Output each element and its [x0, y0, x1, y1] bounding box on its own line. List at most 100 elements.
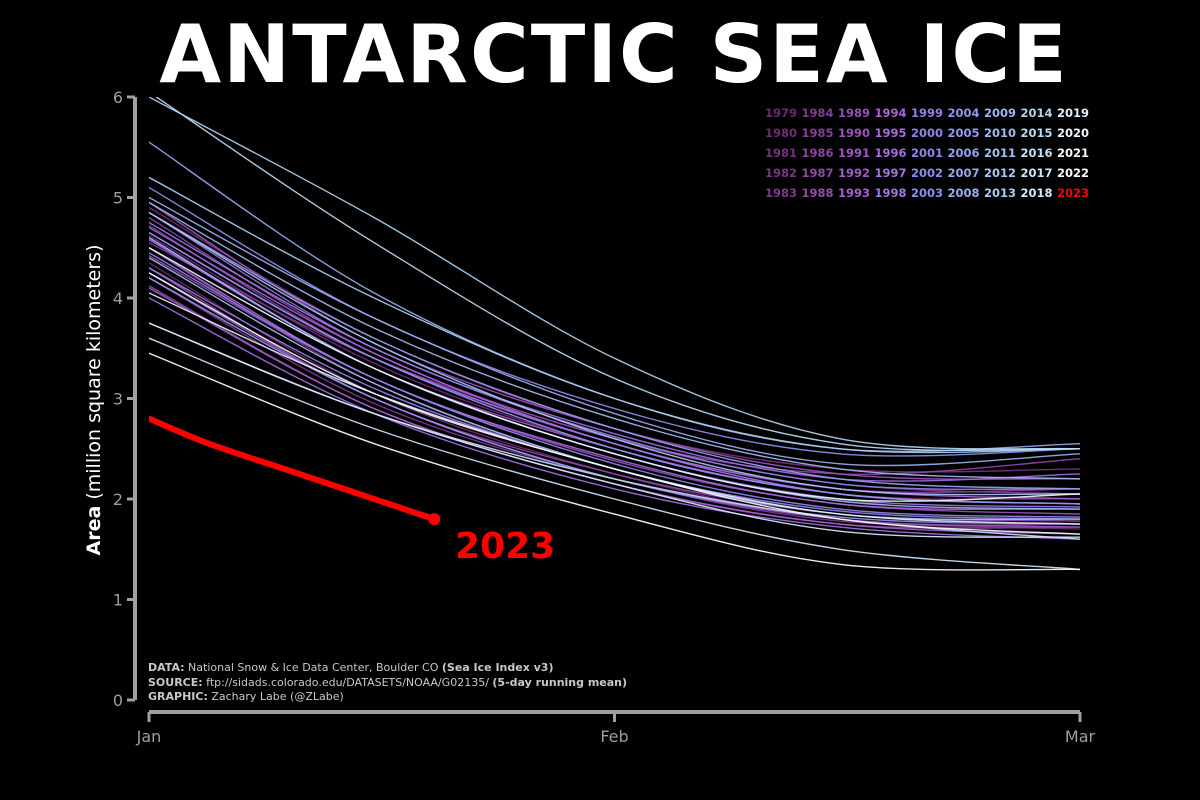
legend-year-1979: 1979	[765, 106, 797, 120]
legend-year-2011: 2011	[984, 146, 1016, 160]
y-tick-label-3: 3	[113, 390, 123, 409]
legend-year-1996: 1996	[875, 146, 907, 160]
series-line-1983	[149, 277, 1080, 526]
legend-year-1990: 1990	[838, 126, 870, 140]
chart-title: ANTARCTIC SEA ICE	[159, 8, 1069, 101]
source-source-text: ftp://sidads.colorado.edu/DATASETS/NOAA/…	[203, 676, 493, 689]
axes: 0 1 2 3 4 5 6 Jan Feb Mar	[113, 88, 1096, 746]
legend: 1979 1984 1989 1994 1999 2004 2009 2014 2019 1980…	[765, 106, 1089, 200]
legend-year-2021: 2021	[1057, 146, 1089, 160]
y-tick-label-4: 4	[113, 289, 123, 308]
series-line-2018	[149, 322, 1080, 538]
series-line-2010	[149, 201, 1080, 480]
series-endpoint-2023	[428, 513, 441, 526]
y-axis-label-rest: (million square kilometers)	[83, 245, 105, 506]
legend-year-1987: 1987	[802, 166, 834, 180]
legend-year-1994: 1994	[875, 106, 907, 120]
legend-year-2005: 2005	[948, 126, 980, 140]
legend-year-2014: 2014	[1021, 106, 1053, 120]
legend-year-1983: 1983	[765, 186, 797, 200]
source-line-data: DATA: National Snow & Ice Data Center, B…	[148, 661, 554, 674]
series-line-1990	[149, 201, 1080, 480]
legend-year-1982: 1982	[765, 166, 797, 180]
legend-year-2007: 2007	[948, 166, 980, 180]
series-line-2014	[149, 97, 1080, 450]
series-line-2017	[149, 337, 1080, 571]
legend-year-2018: 2018	[1021, 186, 1053, 200]
series-line-1989	[149, 255, 1080, 515]
legend-year-1999: 1999	[911, 106, 943, 120]
legend-year-2001: 2001	[911, 146, 943, 160]
legend-year-1981: 1981	[765, 146, 797, 160]
legend-year-2008: 2008	[948, 186, 980, 200]
source-data-extra: (Sea Ice Index v3)	[442, 661, 554, 674]
legend-year-1991: 1991	[838, 146, 870, 160]
series-line-2001	[149, 221, 1080, 491]
series-line-2004	[149, 232, 1080, 505]
legend-year-2003: 2003	[911, 186, 943, 200]
source-line-graphic: GRAPHIC: Zachary Labe (@ZLabe)	[148, 690, 344, 703]
legend-year-1993: 1993	[838, 186, 870, 200]
series-line-2008	[149, 196, 1080, 467]
series-line-2012	[149, 211, 1080, 496]
legend-year-2000: 2000	[911, 126, 943, 140]
x-tick-label-jan: Jan	[136, 727, 162, 746]
x-tick-label-feb: Feb	[600, 727, 628, 746]
series-line-1995	[149, 247, 1080, 511]
legend-year-2013: 2013	[984, 186, 1016, 200]
y-axis-label: Area (million square kilometers)	[83, 245, 105, 556]
legend-year-2006: 2006	[948, 146, 980, 160]
y-tick-label-5: 5	[113, 189, 123, 208]
x-tick-label-mar: Mar	[1065, 727, 1096, 746]
legend-year-2019: 2019	[1057, 106, 1089, 120]
series-line-2003	[149, 186, 1080, 457]
y-tick-label-2: 2	[113, 490, 123, 509]
legend-year-1988: 1988	[802, 186, 834, 200]
legend-year-1995: 1995	[875, 126, 907, 140]
series-line-2002	[149, 252, 1080, 518]
legend-year-1980: 1980	[765, 126, 797, 140]
legend-year-1984: 1984	[802, 106, 834, 120]
y-tick-label-0: 0	[113, 691, 123, 710]
legend-year-2010: 2010	[984, 126, 1016, 140]
y-tick-label-1: 1	[113, 591, 123, 610]
source-graphic-label: GRAPHIC:	[148, 690, 208, 703]
series-line-2022	[149, 352, 1080, 571]
series-line-1984	[149, 242, 1080, 495]
y-tick-label-6: 6	[113, 88, 123, 107]
source-source-extra: (5-day running mean)	[492, 676, 627, 689]
source-block: DATA: National Snow & Ice Data Center, B…	[148, 661, 627, 703]
legend-year-2004: 2004	[948, 106, 980, 120]
series-line-2023	[149, 415, 438, 523]
legend-year-1998: 1998	[875, 186, 907, 200]
source-data-label: DATA:	[148, 661, 185, 674]
legend-year-2016: 2016	[1021, 146, 1053, 160]
legend-year-2012: 2012	[984, 166, 1016, 180]
legend-year-2015: 2015	[1021, 126, 1053, 140]
legend-year-1992: 1992	[838, 166, 870, 180]
series-line-2006	[149, 211, 1080, 490]
legend-year-2009: 2009	[984, 106, 1016, 120]
series-line-1997	[149, 297, 1080, 540]
legend-year-2020: 2020	[1057, 126, 1089, 140]
source-graphic-text: Zachary Labe (@ZLabe)	[208, 690, 344, 703]
highlight-year-label: 2023	[455, 526, 555, 567]
series-line-2013	[149, 176, 1080, 454]
legend-year-1997: 1997	[875, 166, 907, 180]
series-line-2020	[149, 247, 1080, 502]
source-line-source: SOURCE: ftp://sidads.colorado.edu/DATASE…	[148, 676, 627, 689]
legend-year-2002: 2002	[911, 166, 943, 180]
source-source-label: SOURCE:	[148, 676, 203, 689]
source-data-text: National Snow & Ice Data Center, Boulder…	[185, 661, 442, 674]
legend-year-2023: 2023	[1057, 186, 1089, 200]
series-line-2015	[155, 97, 1080, 452]
series-line-2021	[149, 272, 1080, 535]
legend-year-1989: 1989	[838, 106, 870, 120]
y-axis-label-bold: Area	[83, 506, 105, 556]
series-line-1996	[149, 211, 1080, 482]
legend-year-2017: 2017	[1021, 166, 1053, 180]
legend-year-1985: 1985	[802, 126, 834, 140]
legend-year-2022: 2022	[1057, 166, 1089, 180]
